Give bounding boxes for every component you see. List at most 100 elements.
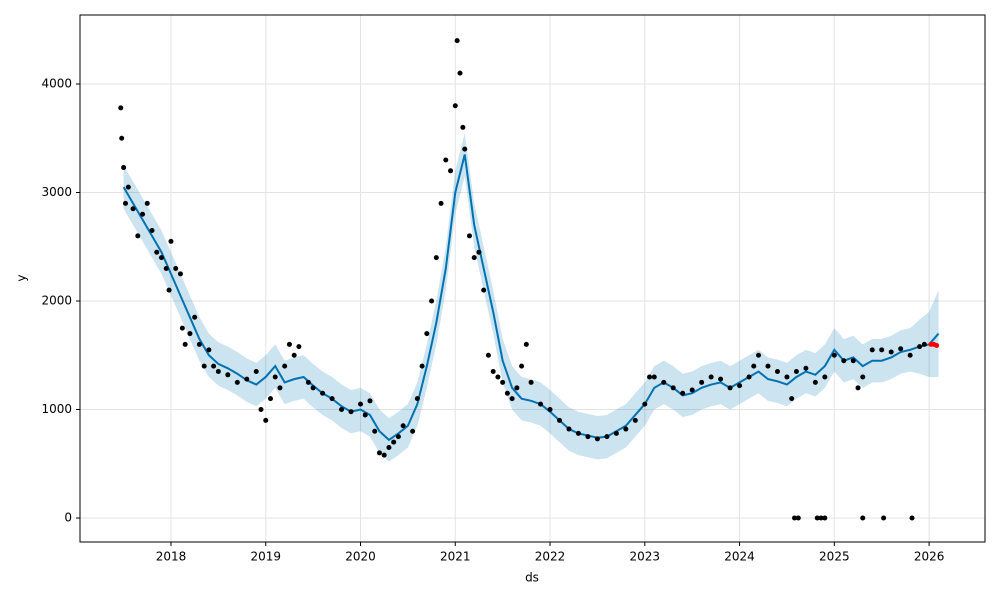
- data-point: [291, 352, 297, 358]
- data-point: [400, 423, 406, 429]
- data-point: [372, 428, 378, 434]
- data-point: [888, 349, 894, 355]
- data-point: [514, 385, 520, 391]
- data-point: [585, 434, 591, 440]
- data-point: [623, 426, 629, 432]
- data-point: [166, 287, 172, 293]
- data-point: [632, 417, 638, 423]
- data-point: [481, 287, 487, 293]
- data-point: [154, 249, 160, 255]
- data-point: [718, 376, 724, 382]
- data-point: [789, 396, 795, 402]
- data-point: [476, 249, 482, 255]
- x-tick-label: 2025: [819, 550, 850, 564]
- x-tick-label: 2024: [724, 550, 755, 564]
- data-point: [490, 369, 496, 375]
- data-point: [215, 369, 221, 375]
- data-point: [814, 515, 820, 521]
- y-tick-label: 0: [64, 511, 72, 525]
- data-point: [267, 396, 273, 402]
- data-point: [277, 385, 283, 391]
- data-point: [538, 401, 544, 407]
- data-point: [144, 200, 150, 206]
- data-point: [466, 233, 472, 239]
- data-point: [557, 417, 563, 423]
- data-point: [689, 387, 695, 393]
- data-point: [452, 103, 458, 109]
- data-point: [575, 430, 581, 436]
- x-tick-label: 2022: [535, 550, 566, 564]
- data-point: [130, 206, 136, 212]
- data-point: [310, 385, 316, 391]
- data-point: [708, 374, 714, 380]
- data-point: [158, 255, 164, 261]
- x-tick-label: 2018: [156, 550, 187, 564]
- data-point: [419, 363, 425, 369]
- plot-frame: [79, 14, 986, 543]
- y-tick-label: 4000: [41, 77, 72, 91]
- data-point: [509, 396, 515, 402]
- x-tick-label: 2019: [250, 550, 281, 564]
- data-point: [125, 184, 131, 190]
- forecast-line: [122, 154, 940, 442]
- data-point: [135, 233, 141, 239]
- data-point: [211, 363, 217, 369]
- data-point: [448, 168, 454, 174]
- y-tick-label: 1000: [41, 402, 72, 416]
- data-point: [454, 38, 460, 44]
- data-point: [305, 379, 311, 385]
- data-point: [756, 352, 762, 358]
- data-point: [414, 396, 420, 402]
- data-point: [604, 434, 610, 440]
- data-point: [519, 363, 525, 369]
- data-point: [917, 344, 923, 350]
- data-point: [855, 385, 861, 391]
- data-point: [793, 369, 799, 375]
- data-point: [881, 515, 887, 521]
- data-point: [253, 369, 259, 375]
- data-point: [751, 363, 757, 369]
- data-point: [234, 379, 240, 385]
- data-point: [462, 146, 468, 152]
- x-tick-label: 2020: [345, 550, 376, 564]
- data-point: [812, 379, 818, 385]
- data-point: [818, 515, 824, 521]
- uncertainty-band: [123, 132, 939, 462]
- data-point: [784, 374, 790, 380]
- data-point: [647, 374, 653, 380]
- data-point: [670, 385, 676, 391]
- data-point: [803, 365, 809, 371]
- data-point: [822, 374, 828, 380]
- data-point: [173, 265, 179, 271]
- data-point: [381, 452, 387, 458]
- data-point: [566, 426, 572, 432]
- data-point: [457, 70, 463, 76]
- data-point: [898, 346, 904, 352]
- data-point: [122, 200, 128, 206]
- data-point: [263, 417, 269, 423]
- data-point: [907, 352, 913, 358]
- data-point: [192, 314, 198, 320]
- data-point: [177, 271, 183, 277]
- y-axis-label: y: [15, 274, 29, 281]
- y-tick-label: 2000: [41, 294, 72, 308]
- data-point: [485, 352, 491, 358]
- data-point: [182, 341, 188, 347]
- data-point: [410, 428, 416, 434]
- data-point: [258, 407, 264, 413]
- y-tick-label: 3000: [41, 185, 72, 199]
- data-point: [699, 379, 705, 385]
- data-point: [523, 341, 529, 347]
- data-point: [528, 379, 534, 385]
- data-point: [329, 396, 335, 402]
- data-point: [471, 255, 477, 261]
- data-point: [168, 238, 174, 244]
- data-point: [869, 347, 875, 353]
- data-point: [661, 379, 667, 385]
- data-point: [909, 515, 915, 521]
- data-point: [934, 343, 940, 349]
- data-point: [860, 515, 866, 521]
- data-point: [879, 347, 885, 353]
